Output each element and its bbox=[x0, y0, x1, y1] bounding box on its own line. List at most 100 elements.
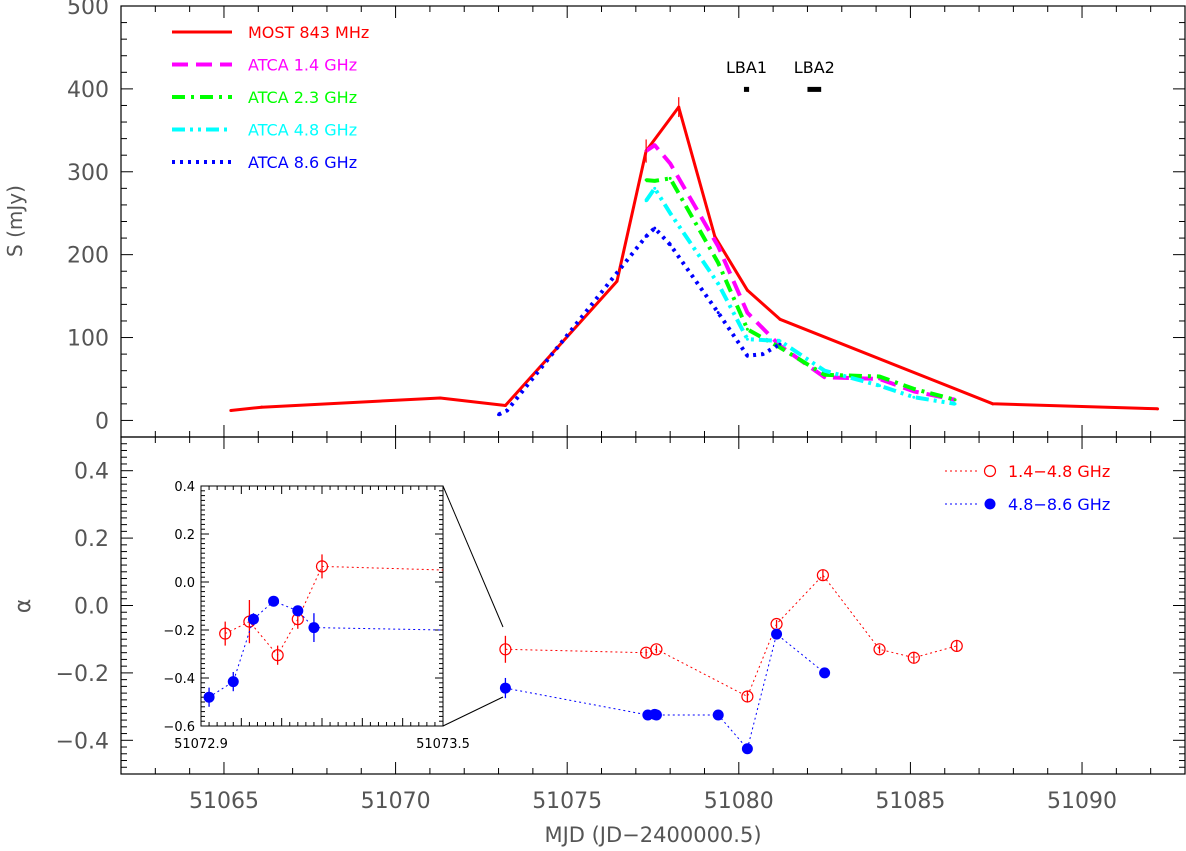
flux-legend-label: ATCA 2.3 GHz bbox=[248, 88, 357, 107]
alpha-y-tick-label: −0.2 bbox=[56, 662, 109, 687]
alpha-point-open bbox=[499, 643, 512, 656]
alpha-point-open bbox=[650, 643, 663, 656]
flux-point bbox=[668, 176, 672, 180]
flux-y-axis-label: S (mJy) bbox=[3, 185, 27, 257]
flux-point bbox=[644, 199, 648, 203]
alpha-point-filled bbox=[308, 622, 320, 634]
x-tick-label: 51080 bbox=[704, 789, 774, 814]
alpha-point-open bbox=[873, 643, 886, 656]
flux-point bbox=[953, 398, 957, 402]
inset-zoom-line-upper bbox=[442, 485, 504, 628]
flux-series-line-3 bbox=[645, 176, 956, 402]
flux-y-tick-label: 500 bbox=[67, 0, 109, 20]
lba-label: LBA1 bbox=[726, 58, 767, 77]
flux-point bbox=[778, 345, 782, 349]
flux-point bbox=[778, 317, 782, 321]
flux-series-group bbox=[229, 97, 1160, 417]
flux-point bbox=[878, 384, 882, 388]
flux-point bbox=[745, 327, 749, 331]
flux-point bbox=[668, 211, 672, 215]
flux-point bbox=[653, 143, 657, 147]
inset-y-tick-label: −0.6 bbox=[163, 720, 195, 735]
alpha-point-filled bbox=[499, 682, 511, 694]
flux-y-axis: 0 100 200 300 400 500 bbox=[67, 0, 1185, 438]
lba-marker bbox=[807, 86, 822, 92]
alpha-point-open bbox=[816, 569, 829, 582]
flux-point bbox=[778, 342, 782, 346]
inset-series-group bbox=[203, 554, 443, 707]
alpha-legend-marker bbox=[984, 498, 996, 510]
flux-point bbox=[668, 243, 672, 247]
alpha-y-tick-label: 0.4 bbox=[74, 460, 109, 485]
alpha-point-open bbox=[907, 651, 920, 664]
alpha-legend-label: 4.8−8.6 GHz bbox=[1008, 495, 1110, 514]
x-tick-label: 51085 bbox=[875, 789, 945, 814]
alpha-y-axis-label: α bbox=[11, 599, 36, 614]
flux-point bbox=[644, 178, 648, 182]
flux-x-axis-ticks bbox=[120, 6, 1186, 437]
inset-x-tick-label: 51072.9 bbox=[174, 737, 228, 752]
flux-point bbox=[260, 405, 264, 409]
alpha-point-filled bbox=[292, 605, 304, 617]
inset-frame bbox=[200, 485, 444, 727]
flux-point bbox=[912, 387, 916, 391]
flux-legend-label: ATCA 8.6 GHz bbox=[248, 153, 357, 172]
alpha-point-filled bbox=[227, 676, 239, 688]
flux-legend-label: ATCA 4.8 GHz bbox=[248, 121, 357, 140]
alpha-x-axis: 51065 51070 51075 51080 51085 51090 bbox=[120, 437, 1186, 814]
alpha-point-filled bbox=[203, 691, 215, 703]
flux-point bbox=[745, 288, 749, 292]
flux-y-tick-label: 300 bbox=[67, 161, 109, 186]
flux-point bbox=[912, 395, 916, 399]
alpha-y-axis: −0.4 −0.2 0.0 0.2 0.4 bbox=[56, 436, 1185, 775]
inset-zoom-line-lower bbox=[442, 696, 504, 727]
flux-point bbox=[716, 261, 720, 265]
flux-point bbox=[745, 354, 749, 358]
flux-point bbox=[503, 404, 507, 408]
flux-legend-label: MOST 843 MHz bbox=[248, 23, 369, 42]
flux-point bbox=[716, 311, 720, 315]
flux-point bbox=[778, 339, 782, 343]
flux-series-line-2 bbox=[644, 143, 956, 402]
flux-point bbox=[229, 408, 233, 412]
inset-panel: −0.6 −0.4 −0.2 0.0 0.2 0.4 51072.9 51073.5 bbox=[163, 480, 504, 752]
flux-point bbox=[1156, 407, 1160, 411]
flux-point bbox=[761, 352, 765, 356]
inset-y-tick-label: −0.4 bbox=[163, 672, 195, 687]
x-axis-label: MJD (JD−2400000.5) bbox=[544, 823, 761, 847]
flux-series-line-4 bbox=[644, 186, 956, 406]
flux-y-tick-label: 200 bbox=[67, 244, 109, 269]
alpha-connector bbox=[224, 565, 443, 657]
flux-point bbox=[497, 413, 501, 417]
flux-point bbox=[438, 396, 442, 400]
alpha-y-tick-label: 0.2 bbox=[74, 527, 109, 552]
lba-marker bbox=[743, 86, 750, 92]
lba-label: LBA2 bbox=[794, 58, 835, 77]
flux-point bbox=[644, 234, 648, 238]
flux-point bbox=[615, 279, 619, 283]
alpha-y-tick-label: 0.0 bbox=[74, 595, 109, 620]
alpha-point-open bbox=[219, 627, 232, 640]
alpha-legend-marker bbox=[983, 464, 997, 478]
flux-legend: MOST 843 MHz ATCA 1.4 GHz ATCA 2.3 GHz ATCA… bbox=[172, 23, 369, 172]
flux-y-tick-label: 0 bbox=[95, 409, 109, 434]
alpha-panel: −0.4−0.20.00.20.4 51065 51070 51075 51080 51… bbox=[11, 436, 1186, 847]
alpha-series-group bbox=[499, 569, 963, 755]
flux-point bbox=[653, 226, 657, 230]
inset-y-tick-label: 0.0 bbox=[174, 576, 195, 591]
inset-x-tick-label: 51073.5 bbox=[416, 737, 470, 752]
flux-point bbox=[953, 402, 957, 406]
flux-series-line-1 bbox=[230, 105, 1158, 412]
inset-y-tick-label: −0.2 bbox=[163, 624, 195, 639]
x-tick-label: 51075 bbox=[532, 789, 602, 814]
flux-point bbox=[823, 373, 827, 377]
flux-point bbox=[745, 337, 749, 341]
flux-point bbox=[716, 244, 720, 248]
flux-point bbox=[991, 402, 995, 406]
alpha-point-open bbox=[741, 690, 754, 703]
flux-point bbox=[823, 369, 827, 373]
alpha-point-filled bbox=[712, 709, 724, 721]
x-tick-label: 51065 bbox=[189, 789, 259, 814]
flux-point bbox=[505, 408, 509, 412]
